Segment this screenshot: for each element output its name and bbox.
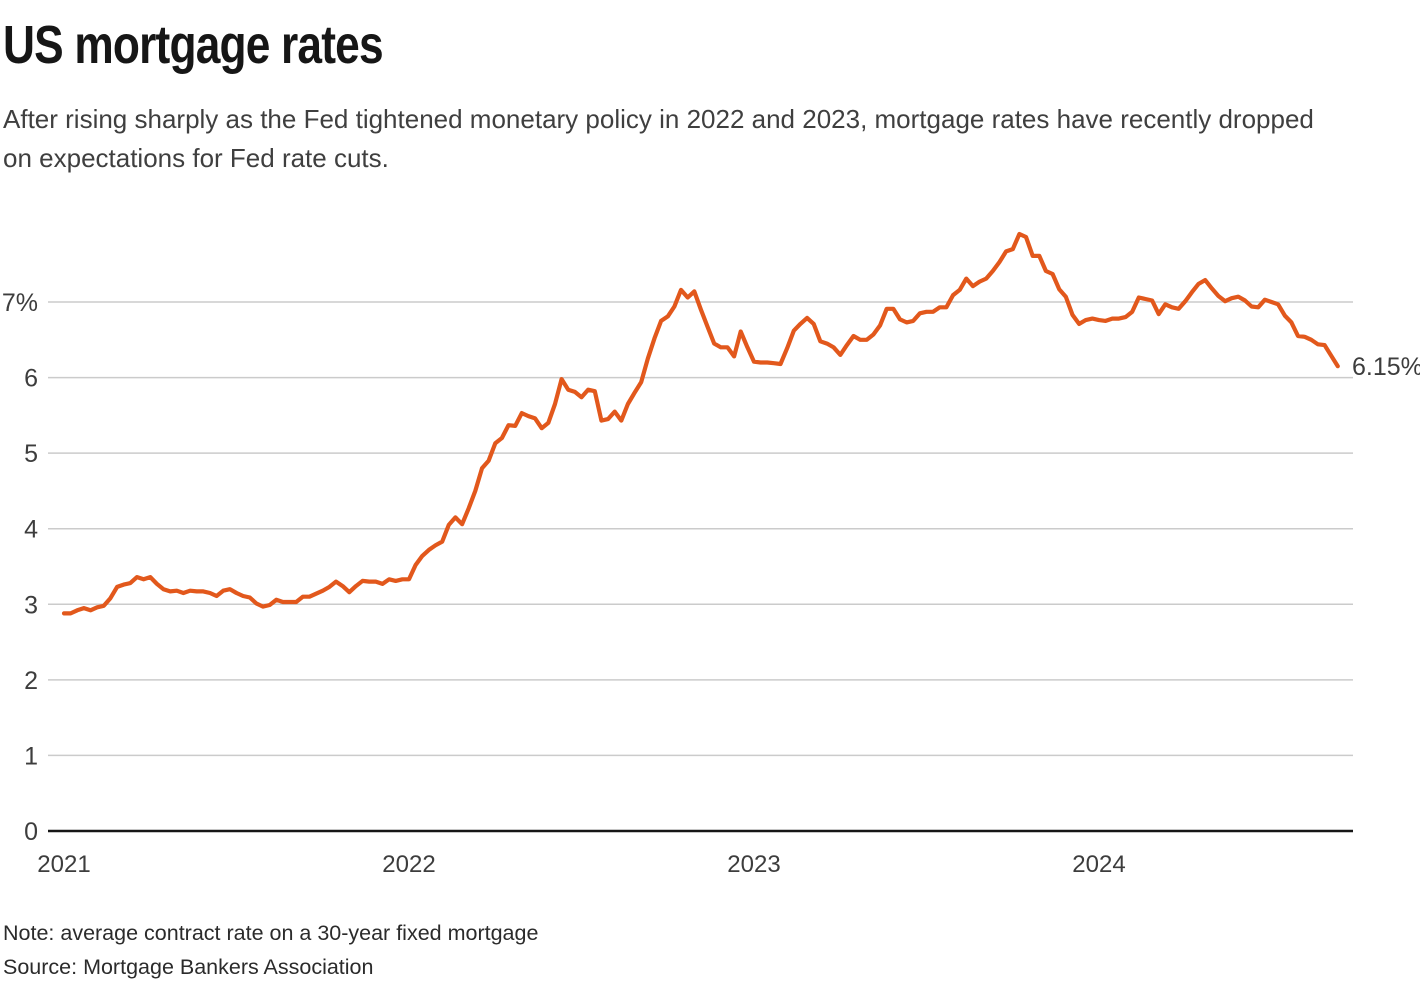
x-tick-label-2021: 2021 [37, 851, 90, 878]
x-tick-label-2023: 2023 [727, 851, 780, 878]
chart-title: US mortgage rates [3, 15, 384, 75]
y-tick-label: 7% [2, 289, 38, 317]
y-tick-label: 6 [24, 365, 38, 393]
x-tick-label-2022: 2022 [382, 851, 435, 878]
y-tick-label: 2 [24, 667, 38, 695]
rate-line [61, 231, 1340, 616]
chart-note: Note: average contract rate on a 30-year… [3, 921, 539, 945]
chart-subtitle: After rising sharply as the Fed tightene… [3, 104, 1314, 173]
x-tick-label-2024: 2024 [1072, 851, 1125, 878]
y-tick-label: 3 [24, 591, 38, 619]
y-tick-label: 4 [24, 516, 38, 544]
chart-source: Source: Mortgage Bankers Association [3, 955, 374, 979]
end-value-label: 6.15% [1352, 353, 1420, 381]
y-tick-label: 5 [24, 440, 38, 468]
y-tick-label: 0 [24, 818, 38, 846]
y-tick-label: 1 [24, 742, 38, 770]
